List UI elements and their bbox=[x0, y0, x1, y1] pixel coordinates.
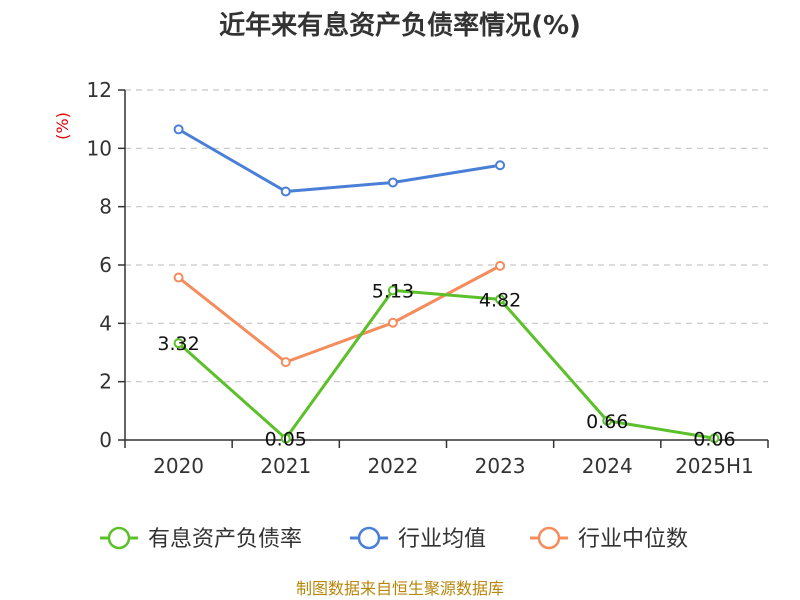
data-point[interactable] bbox=[495, 294, 506, 305]
data-point[interactable] bbox=[173, 124, 184, 135]
x-tick-label: 2024 bbox=[582, 454, 633, 478]
data-label: 0.05 bbox=[265, 429, 307, 451]
legend-label: 行业中位数 bbox=[578, 527, 688, 552]
legend-marker bbox=[357, 526, 381, 550]
series-line bbox=[177, 288, 715, 441]
data-point[interactable] bbox=[280, 186, 291, 197]
data-label: 0.66 bbox=[586, 411, 628, 433]
y-tick-label: 10 bbox=[87, 136, 112, 160]
legend-item[interactable]: 有息资产负债率 bbox=[100, 526, 302, 552]
data-label: 0.06 bbox=[693, 428, 735, 450]
series-2 bbox=[173, 124, 506, 197]
data-point[interactable] bbox=[280, 357, 291, 368]
x-tick-label: 2025H1 bbox=[675, 454, 754, 478]
y-tick-label: 6 bbox=[99, 253, 112, 277]
data-label: 3.32 bbox=[157, 333, 199, 355]
data-point[interactable] bbox=[709, 433, 720, 444]
chart-title: 近年来有息资产负债率情况(%) bbox=[219, 10, 581, 41]
y-tick-label: 2 bbox=[99, 370, 112, 394]
legend-label: 有息资产负债率 bbox=[148, 527, 302, 552]
series-3 bbox=[173, 260, 506, 368]
series-line bbox=[177, 128, 501, 193]
data-point[interactable] bbox=[173, 338, 184, 349]
x-tick-label: 2020 bbox=[153, 454, 204, 478]
source-note: 制图数据来自恒生聚源数据库 bbox=[296, 579, 504, 598]
y-tick-label: 4 bbox=[99, 311, 112, 335]
data-point[interactable] bbox=[387, 177, 398, 188]
data-point[interactable] bbox=[495, 260, 506, 271]
legend-item[interactable]: 行业均值 bbox=[350, 526, 486, 552]
data-label: 5.13 bbox=[372, 280, 414, 302]
data-label: 4.82 bbox=[479, 289, 521, 311]
y-tick-label: 0 bbox=[99, 428, 112, 452]
gridlines bbox=[125, 89, 768, 383]
legend-item[interactable]: 行业中位数 bbox=[530, 526, 688, 552]
y-tick-label: 8 bbox=[99, 195, 112, 219]
series-line bbox=[177, 264, 501, 364]
data-point[interactable] bbox=[387, 285, 398, 296]
y-axis-unit: (%) bbox=[53, 112, 72, 140]
data-labels: 3.32 0.05 5.13 4.82 0.66 0.06 bbox=[157, 280, 735, 450]
data-point[interactable] bbox=[173, 272, 184, 283]
legend-label: 行业均值 bbox=[398, 527, 486, 552]
x-tick-label: 2021 bbox=[260, 454, 311, 478]
series-1 bbox=[173, 285, 720, 444]
series-layer bbox=[173, 124, 720, 444]
legend[interactable]: 有息资产负债率 行业均值 行业中位数 bbox=[100, 526, 688, 552]
data-point[interactable] bbox=[280, 433, 291, 444]
y-tick-label: 12 bbox=[87, 78, 112, 102]
data-point[interactable] bbox=[602, 415, 613, 426]
axes: 0 2 4 6 8 10 12 2020 2021 2022 2023 2024 2025H1 bbox=[87, 78, 769, 478]
data-point[interactable] bbox=[387, 317, 398, 328]
x-tick-label: 2022 bbox=[367, 454, 418, 478]
legend-marker bbox=[107, 526, 131, 550]
x-tick-label: 2023 bbox=[475, 454, 526, 478]
legend-marker bbox=[537, 526, 561, 550]
data-point[interactable] bbox=[495, 160, 506, 171]
